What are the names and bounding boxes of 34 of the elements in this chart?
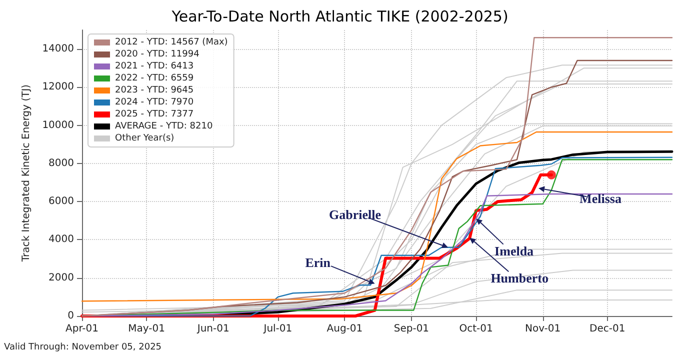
x-tick-label: Apr-01 xyxy=(66,324,98,334)
x-tick-label: Aug-01 xyxy=(326,324,363,334)
annotation: Melissa xyxy=(580,190,622,206)
x-tick-label: Dec-01 xyxy=(590,324,626,334)
y-tick-label: 0 xyxy=(68,310,74,322)
text: Valid Through: November 05, 2025 xyxy=(4,342,162,352)
legend-label: 2020 - YTD: 11994 xyxy=(115,50,200,60)
x-tick-label: Sep-01 xyxy=(394,324,430,334)
y-tick-label: 6000 xyxy=(48,196,74,208)
legend-label: 2025 - YTD: 7377 xyxy=(115,110,194,120)
legend-label: 2021 - YTD: 6413 xyxy=(115,62,194,72)
y-tick-label: 12000 xyxy=(42,82,74,93)
y-tick-label: 4000 xyxy=(48,234,74,246)
y-tick-label: 8000 xyxy=(48,158,74,169)
y-tick-label: 14000 xyxy=(42,44,74,55)
y-axis-title: Track Integrated Kinetic Energy (TJ) xyxy=(20,84,32,263)
y-tick-label: 2000 xyxy=(48,272,74,284)
y-tick-label: 10000 xyxy=(42,120,74,131)
annotation: Humberto xyxy=(490,270,548,286)
annotation: Erin xyxy=(305,255,332,270)
x-tick-label: Jun-01 xyxy=(196,324,230,334)
x-tick-label: Nov-01 xyxy=(525,324,561,334)
chart-title: Year-To-Date North Atlantic TIKE (2002-2025) xyxy=(170,8,508,26)
x-tick-label: Oct-01 xyxy=(459,324,493,334)
legend-label: AVERAGE - YTD: 8210 xyxy=(115,122,213,132)
legend-label: Other Year(s) xyxy=(115,134,174,144)
x-tick-label: Jul-01 xyxy=(262,324,292,334)
legend-label: 2012 - YTD: 14567 (Max) xyxy=(115,38,228,48)
annotation: Imelda xyxy=(494,243,534,258)
legend-label: 2022 - YTD: 6559 xyxy=(115,74,194,84)
annotation: Gabrielle xyxy=(329,206,382,222)
legend-label: 2024 - YTD: 7970 xyxy=(115,98,194,108)
x-tick-label: May-01 xyxy=(128,324,166,334)
legend-label: 2023 - YTD: 9645 xyxy=(115,86,194,96)
